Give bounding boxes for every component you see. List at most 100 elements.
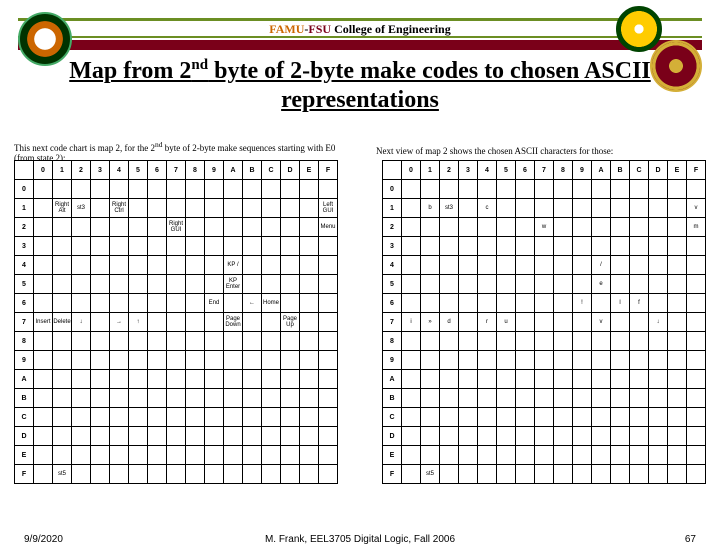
- grid-cell: [243, 332, 262, 351]
- grid-cell: [497, 294, 516, 313]
- row-header: B: [383, 389, 402, 408]
- col-header: E: [300, 161, 319, 180]
- grid-cell: [573, 351, 592, 370]
- grid-cell: [592, 427, 611, 446]
- grid-cell: [630, 351, 649, 370]
- grid-cell: [243, 180, 262, 199]
- row-header: 0: [15, 180, 34, 199]
- grid-cell: [402, 370, 421, 389]
- grid-cell: [262, 313, 281, 332]
- grid-cell: [687, 275, 706, 294]
- grid-cell: [611, 446, 630, 465]
- grid-cell: [554, 332, 573, 351]
- grid-cell: [186, 427, 205, 446]
- row-header: 5: [383, 275, 402, 294]
- grid-cell: [668, 465, 687, 484]
- grid-cell: [554, 465, 573, 484]
- grid-cell: →: [110, 313, 129, 332]
- grid-cell: [535, 351, 554, 370]
- grid-cell: ↓: [72, 313, 91, 332]
- grid-cell: [535, 332, 554, 351]
- grid-cell: [186, 294, 205, 313]
- row-header: 7: [383, 313, 402, 332]
- grid-cell: [592, 370, 611, 389]
- grid-cell: [243, 370, 262, 389]
- grid-cell: [91, 294, 110, 313]
- grid-cell: [300, 294, 319, 313]
- grid-cell: [34, 427, 53, 446]
- grid-cell: [72, 180, 91, 199]
- grid-cell: [72, 218, 91, 237]
- grid-cell: Right Alt: [53, 199, 72, 218]
- grid-cell: [319, 256, 338, 275]
- grid-cell: [630, 389, 649, 408]
- grid-cell: [319, 446, 338, 465]
- grid-cell: Home: [262, 294, 281, 313]
- grid-cell: [53, 408, 72, 427]
- grid-cell: [148, 218, 167, 237]
- grid-cell: [668, 427, 687, 446]
- grid-cell: [262, 199, 281, 218]
- grid-cell: [421, 256, 440, 275]
- grid-cell: [300, 332, 319, 351]
- grid-cell: [573, 218, 592, 237]
- grid-cell: [148, 256, 167, 275]
- grid-cell: [687, 351, 706, 370]
- grid-cell: [53, 256, 72, 275]
- grid-cell: [205, 446, 224, 465]
- grid-cell: v: [592, 313, 611, 332]
- grid-cell: [91, 256, 110, 275]
- grid-cell: Menu: [319, 218, 338, 237]
- grid-cell: [300, 427, 319, 446]
- grid-cell: [167, 370, 186, 389]
- grid-cell: [281, 389, 300, 408]
- grid-cell: [72, 370, 91, 389]
- grid-cell: [611, 199, 630, 218]
- grid-cell: [300, 275, 319, 294]
- grid-cell: [129, 332, 148, 351]
- grid-cell: [668, 389, 687, 408]
- grid-cell: [262, 332, 281, 351]
- grid-cell: [224, 332, 243, 351]
- grid-cell: [243, 275, 262, 294]
- grid-cell: [34, 256, 53, 275]
- grid-cell: [687, 294, 706, 313]
- row-header: A: [383, 370, 402, 389]
- grid-cell: [72, 351, 91, 370]
- grid-cell: [554, 256, 573, 275]
- row-header: C: [15, 408, 34, 427]
- grid-cell: [205, 218, 224, 237]
- grid-cell: [440, 256, 459, 275]
- header-bar: FAMU-FSU College of Engineering: [18, 18, 702, 38]
- grid-cell: Page Up: [281, 313, 300, 332]
- grid-cell: [53, 389, 72, 408]
- grid-cell: [167, 465, 186, 484]
- grid-cell: [34, 465, 53, 484]
- grid-cell: [516, 275, 535, 294]
- grid-cell: st5: [53, 465, 72, 484]
- row-header: E: [383, 446, 402, 465]
- grid-cell: [224, 370, 243, 389]
- grid-cell: [205, 427, 224, 446]
- grid-cell: [668, 275, 687, 294]
- grid-cell: [262, 237, 281, 256]
- grid-cell: [300, 408, 319, 427]
- grid-cell: [649, 427, 668, 446]
- grid-cell: [281, 465, 300, 484]
- grid-cell: [148, 389, 167, 408]
- grid-cell: [497, 389, 516, 408]
- grid-cell: [262, 446, 281, 465]
- col-header: 3: [91, 161, 110, 180]
- row-header: A: [15, 370, 34, 389]
- grid-cell: [91, 332, 110, 351]
- grid-cell: [91, 237, 110, 256]
- row-header: 3: [383, 237, 402, 256]
- grid-cell: [573, 370, 592, 389]
- grid-cell: [148, 237, 167, 256]
- grid-cell: [421, 408, 440, 427]
- grid-cell: [402, 256, 421, 275]
- grid-cell: [668, 446, 687, 465]
- grid-cell: [649, 218, 668, 237]
- grid-cell: [478, 427, 497, 446]
- grid-cell: [319, 465, 338, 484]
